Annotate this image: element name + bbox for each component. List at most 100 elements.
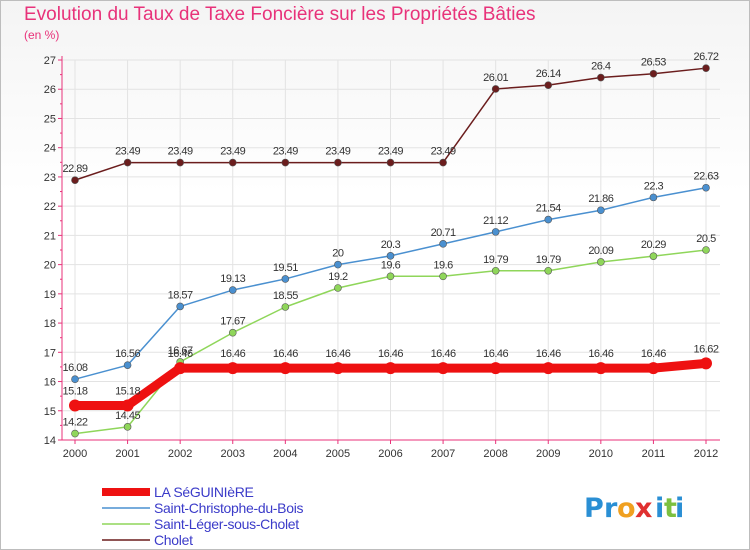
series-layer: [69, 64, 712, 438]
grid: [62, 59, 720, 441]
data-point: [176, 158, 184, 167]
data-point: [176, 302, 184, 311]
data-point: [281, 303, 290, 311]
data-point: [228, 158, 237, 167]
data-label: 15.18: [62, 386, 87, 398]
y-tick-label: 21: [44, 230, 56, 242]
data-label: 19.51: [273, 262, 298, 274]
data-label: 14.22: [62, 417, 87, 429]
data-point: [594, 362, 607, 375]
data-point: [544, 81, 553, 89]
x-tick-label: 2003: [221, 448, 245, 460]
data-point: [228, 328, 237, 337]
data-label: 16.46: [220, 348, 245, 360]
data-point: [542, 362, 555, 375]
data-label: 16.46: [273, 348, 298, 360]
data-point: [334, 260, 342, 269]
data-point: [597, 73, 605, 82]
data-label: 22.89: [62, 163, 87, 175]
brand-letter: i: [675, 493, 684, 524]
data-label: 17.67: [220, 316, 245, 328]
y-tick-label: 22: [44, 201, 56, 213]
data-point: [702, 64, 710, 72]
series-LA SéGUINIèRE: [69, 357, 712, 412]
x-tick-label: 2004: [273, 448, 297, 460]
data-point: [700, 357, 712, 370]
data-label: 22.3: [644, 180, 664, 192]
data-label: 19.6: [381, 259, 401, 271]
data-point: [702, 183, 710, 192]
data-label: 21.54: [536, 203, 561, 215]
data-point: [597, 258, 605, 266]
data-label: 16.46: [588, 348, 613, 360]
legend: LA SéGUINIèRESaint-Christophe-du-BoisSai…: [102, 484, 304, 548]
data-label: 22.63: [693, 171, 718, 183]
axes: 14 15 16 17 18 19 20 21 22 23 24 25 26 27 2000 2001 2002…: [44, 55, 720, 460]
data-label: 19.79: [536, 254, 561, 266]
data-label: 23.49: [378, 146, 403, 158]
y-tick-label: 15: [44, 406, 56, 418]
data-label: 18.57: [168, 289, 193, 301]
legend-label: Saint-Léger-sous-Cholet: [154, 516, 299, 532]
data-label: 19.13: [220, 273, 245, 285]
series-Cholet: [71, 64, 710, 184]
data-label: 20.5: [696, 233, 716, 245]
x-tick-label: 2008: [483, 448, 507, 460]
data-point: [174, 362, 187, 375]
data-label: 16.46: [536, 348, 561, 360]
data-point: [386, 272, 395, 281]
data-label: 16.62: [693, 343, 718, 355]
brand-letter: r: [604, 493, 618, 524]
x-tick-label: 2006: [378, 448, 402, 460]
data-label: 18.55: [273, 290, 298, 302]
brand-letter: t: [664, 493, 677, 524]
data-point: [386, 158, 395, 167]
data-point: [281, 158, 290, 167]
data-label: 20: [332, 248, 344, 260]
x-tick-label: 2012: [694, 448, 718, 460]
data-point: [491, 228, 500, 236]
legend-label: LA SéGUINIèRE: [154, 484, 254, 500]
data-point: [647, 362, 660, 375]
data-point: [331, 362, 344, 375]
x-tick-label: 2001: [115, 448, 139, 460]
x-tick-label: 2011: [642, 448, 666, 460]
data-label: 23.49: [431, 146, 456, 158]
data-point: [649, 252, 658, 260]
brand-letter: i: [655, 493, 664, 524]
data-point: [544, 215, 553, 224]
data-point: [491, 85, 500, 93]
data-label: 16.46: [641, 348, 666, 360]
y-tick-label: 17: [44, 347, 56, 359]
legend-label: Cholet: [154, 532, 193, 548]
data-label: 21.86: [588, 193, 613, 205]
data-label: 20.3: [381, 239, 401, 251]
data-label: 26.01: [483, 72, 508, 84]
y-tick-label: 23: [44, 172, 56, 184]
data-label: 23.49: [325, 146, 350, 158]
data-label: 26.4: [591, 61, 611, 73]
data-label: 20.29: [641, 239, 666, 251]
data-point: [439, 240, 447, 248]
data-label: 23.49: [273, 146, 298, 158]
data-point: [597, 206, 605, 215]
data-label: 19.6: [433, 259, 453, 271]
y-tick-label: 19: [44, 289, 56, 301]
data-label: 16.46: [483, 348, 508, 360]
data-point: [121, 399, 134, 412]
data-label: 26.72: [693, 51, 718, 63]
x-tick-label: 2000: [63, 448, 87, 460]
y-tick-label: 26: [44, 84, 56, 96]
data-point: [439, 158, 447, 167]
y-tick-label: 20: [44, 260, 56, 272]
legend-label: Saint-Christophe-du-Bois: [154, 500, 304, 516]
x-tick-label: 2005: [326, 448, 350, 460]
data-point: [226, 362, 239, 375]
data-label: 23.49: [115, 146, 140, 158]
data-label: 20.09: [588, 245, 613, 257]
y-tick-label: 25: [44, 113, 56, 125]
data-point: [437, 362, 450, 375]
x-tick-label: 2002: [168, 448, 192, 460]
y-unit-label: (en %): [24, 28, 60, 42]
